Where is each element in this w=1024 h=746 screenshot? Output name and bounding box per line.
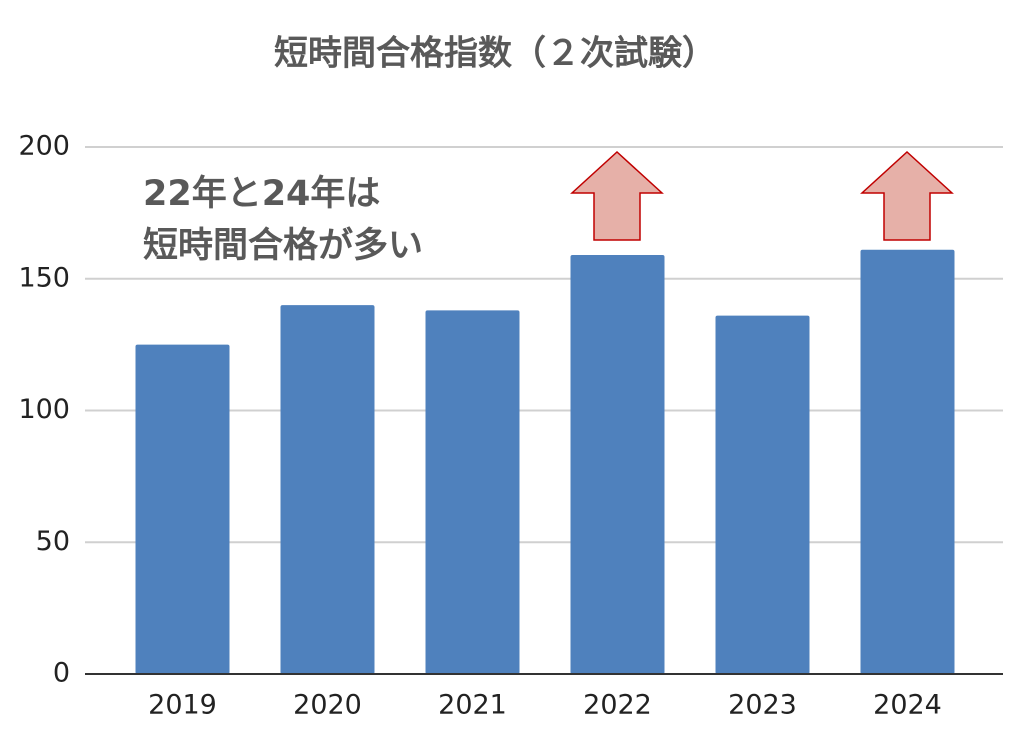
x-tick-label: 2021 [438, 690, 507, 721]
x-tick-label: 2024 [873, 690, 942, 721]
annotation: 短時間合格が多い [143, 226, 423, 266]
bar [135, 344, 230, 674]
y-tick-label: 100 [18, 394, 70, 425]
arrows [570, 150, 954, 241]
bar [425, 310, 520, 674]
up-arrow [860, 150, 954, 241]
up-arrow [570, 150, 664, 241]
x-tick-label: 2020 [293, 690, 362, 721]
y-tick-label: 50 [36, 526, 70, 557]
x-tick-label: 2022 [583, 690, 652, 721]
bar [280, 305, 375, 674]
x-tick-label: 2019 [148, 690, 217, 721]
y-tick-label: 0 [53, 658, 70, 689]
y-tick-label: 200 [18, 131, 70, 162]
y-tick-label: 150 [18, 262, 70, 293]
bar [570, 255, 665, 674]
annotation: 22年と24年は [143, 174, 380, 214]
bar [860, 249, 955, 674]
x-tick-label: 2023 [728, 690, 797, 721]
chart-title: 短時間合格指数（２次試験） [274, 34, 716, 74]
bar [715, 315, 810, 674]
